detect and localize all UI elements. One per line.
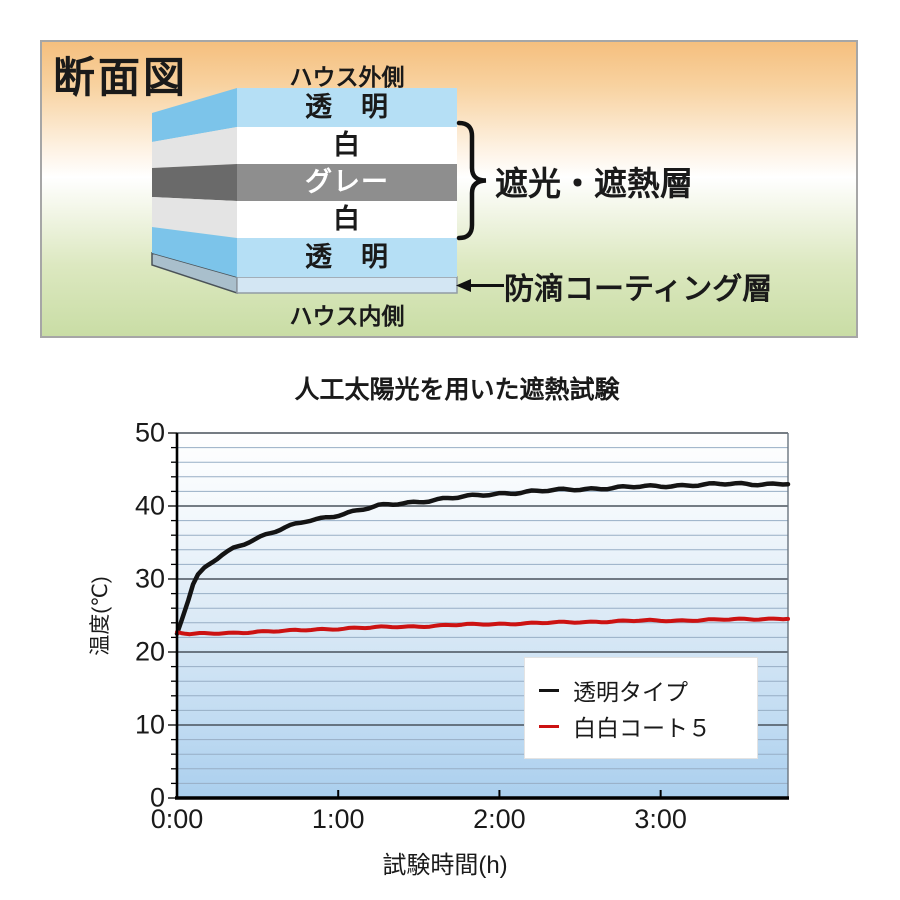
chart-title: 人工太陽光を用いた遮熱試験 (294, 376, 620, 404)
y-tick-label: 30 (134, 563, 165, 594)
y-axis-title: 温度(℃) (89, 576, 112, 656)
legend-label-1: 白白コート５ (573, 715, 711, 741)
house-inside-label: ハウス内側 (289, 303, 405, 329)
film-layer-label-3: 白 (333, 204, 361, 234)
coating-arrow-head (456, 279, 471, 292)
legend-marker-0 (539, 688, 559, 692)
x-tick-label: 1:00 (311, 804, 365, 834)
coating-layer-front (236, 276, 458, 294)
film-layer-front-4 (237, 238, 457, 277)
coating-layer-label: 防滴コーティング層 (504, 273, 773, 306)
x-tick-label: 2:00 (473, 804, 526, 834)
film-layer-front-3 (237, 201, 457, 238)
chart-legend: 透明タイプ白白コート５ (525, 658, 757, 758)
film-layer-label-2: グレー (305, 167, 389, 197)
film-layer-label-4: 透 明 (305, 242, 389, 272)
film-layer-label-0: 透 明 (305, 92, 389, 122)
legend-item-0: 透明タイプ (525, 672, 757, 708)
house-outside-label: ハウス外側 (289, 64, 405, 90)
legend-marker-1 (539, 724, 559, 728)
y-tick-label: 10 (134, 709, 165, 740)
film-layer-front-2 (237, 164, 457, 201)
film-layer-label-1: 白 (333, 130, 361, 160)
x-tick-label: 3:00 (634, 804, 687, 834)
film-layer-side-2 (152, 164, 237, 201)
diagram-title: 断面図 (53, 54, 189, 101)
y-tick-label: 20 (134, 636, 165, 667)
film-layer-side-0 (152, 88, 237, 142)
series-line-1 (175, 616, 790, 637)
y-tick-label: 50 (134, 417, 165, 448)
x-axis-title: 試験時間(h) (382, 852, 508, 879)
film-layer-side-4 (152, 227, 237, 277)
legend-item-1: 白白コート５ (525, 708, 757, 744)
y-tick-label: 0 (149, 782, 165, 813)
x-tick-label: 0:00 (150, 804, 204, 834)
y-tick-label: 40 (134, 490, 165, 521)
film-layer-front-0 (237, 88, 457, 127)
series-line-0 (174, 480, 791, 636)
film-layer-side-3 (152, 197, 237, 238)
brace-shape (456, 120, 487, 241)
shading-layer-label: 遮光・遮熱層 (495, 165, 693, 202)
film-layer-side-1 (152, 127, 237, 168)
legend-label-0: 透明タイプ (573, 679, 688, 705)
film-layer-front-1 (237, 127, 457, 164)
